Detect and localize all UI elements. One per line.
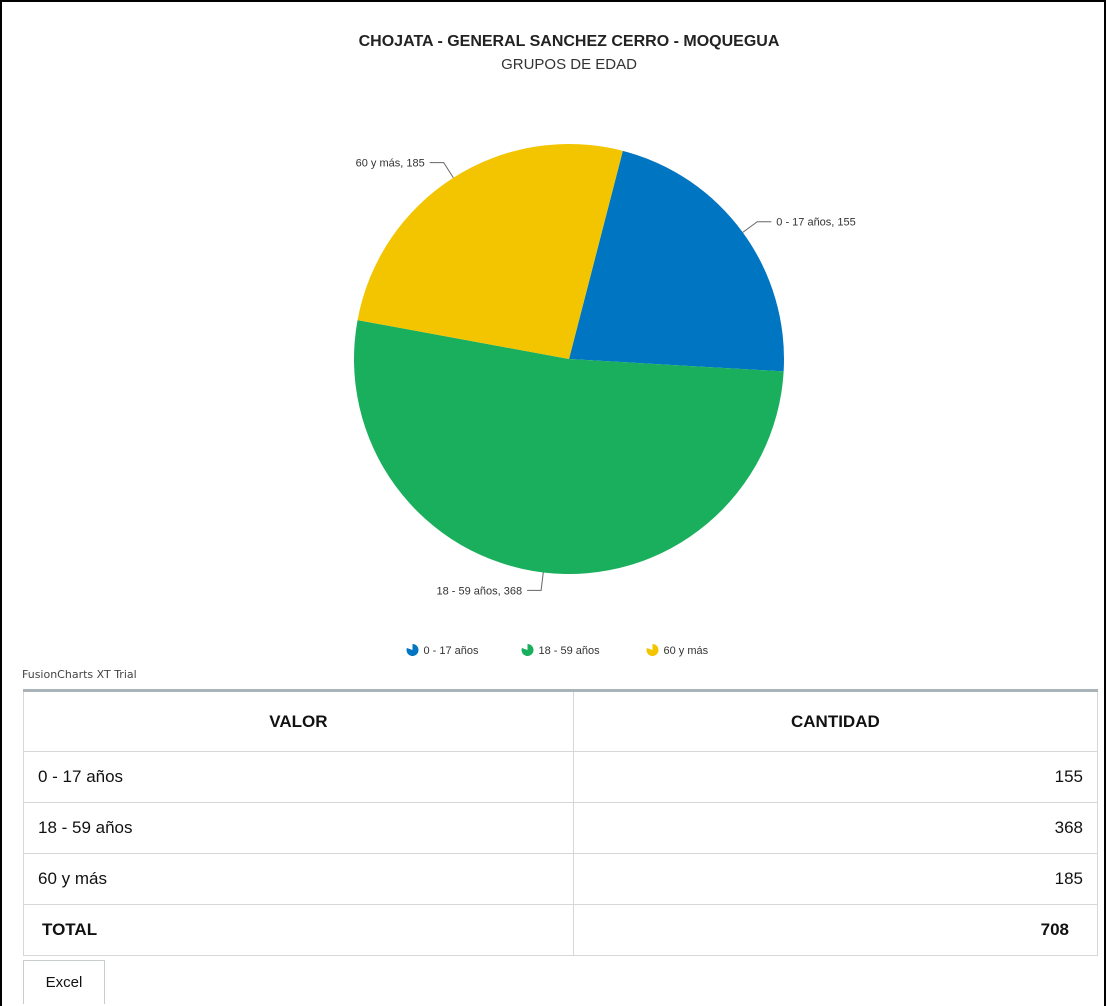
chart-area: CHOJATA - GENERAL SANCHEZ CERRO - MOQUEG… xyxy=(22,33,856,681)
legend-item-18-59-a-os[interactable]: 18 - 59 años xyxy=(521,644,601,657)
legend-label: 60 y más xyxy=(664,645,709,657)
label-leader-line xyxy=(429,162,454,179)
legend-item-60-y-m-s[interactable]: 60 y más xyxy=(646,644,709,657)
table-header-row: VALOR CANTIDAD xyxy=(23,690,1099,752)
row-value: 368 xyxy=(572,802,1099,854)
column-header-valor: VALOR xyxy=(23,690,574,752)
row-label: 60 y más xyxy=(23,853,574,905)
legend: 0 - 17 años 18 - 59 años 60 y más xyxy=(406,644,709,657)
total-value: 708 xyxy=(572,904,1099,956)
row-value: 185 xyxy=(572,853,1099,905)
total-row: TOTAL 708 xyxy=(23,904,1099,956)
label-leader-line xyxy=(527,572,544,591)
row-label: 18 - 59 años xyxy=(23,802,574,854)
table-row: 60 y más 185 xyxy=(23,853,1099,905)
data-table: VALOR CANTIDAD 0 - 17 años 155 18 - 59 a… xyxy=(23,689,1099,956)
legend-label: 18 - 59 años xyxy=(539,645,601,657)
table-row: 18 - 59 años 368 xyxy=(23,802,1099,854)
chart-subtitle: GRUPOS DE EDAD xyxy=(501,56,637,73)
watermark-text: FusionCharts XT Trial xyxy=(22,668,137,681)
pie-slice-18-59-a-os xyxy=(353,320,784,575)
excel-export-button[interactable]: Excel xyxy=(23,960,105,1004)
pie-chart: CHOJATA - GENERAL SANCHEZ CERRO - MOQUEG… xyxy=(353,33,856,657)
data-labels: 0 - 17 años, 155 18 - 59 años, 368 60 y má… xyxy=(356,158,856,598)
legend-pie-icon xyxy=(646,644,659,656)
column-header-cantidad: CANTIDAD xyxy=(572,690,1099,752)
row-label: 0 - 17 años xyxy=(23,751,574,803)
pie-slices xyxy=(353,143,784,575)
legend-pie-icon xyxy=(406,644,419,656)
data-label: 0 - 17 años, 155 xyxy=(776,217,856,229)
data-label: 60 y más, 185 xyxy=(356,158,425,170)
chart-title: CHOJATA - GENERAL SANCHEZ CERRO - MOQUEG… xyxy=(359,33,780,50)
pie-slice-60-y-m-s xyxy=(357,143,623,359)
legend-item-0-17-a-os[interactable]: 0 - 17 años xyxy=(406,644,479,657)
legend-pie-icon xyxy=(521,644,534,656)
table-row: 0 - 17 años 155 xyxy=(23,751,1099,803)
data-label: 18 - 59 años, 368 xyxy=(436,585,522,597)
label-leader-line xyxy=(742,221,772,233)
pie-slice-0-17-a-os xyxy=(569,150,784,372)
total-label: TOTAL xyxy=(23,904,574,956)
row-value: 155 xyxy=(572,751,1099,803)
legend-label: 0 - 17 años xyxy=(424,645,480,657)
